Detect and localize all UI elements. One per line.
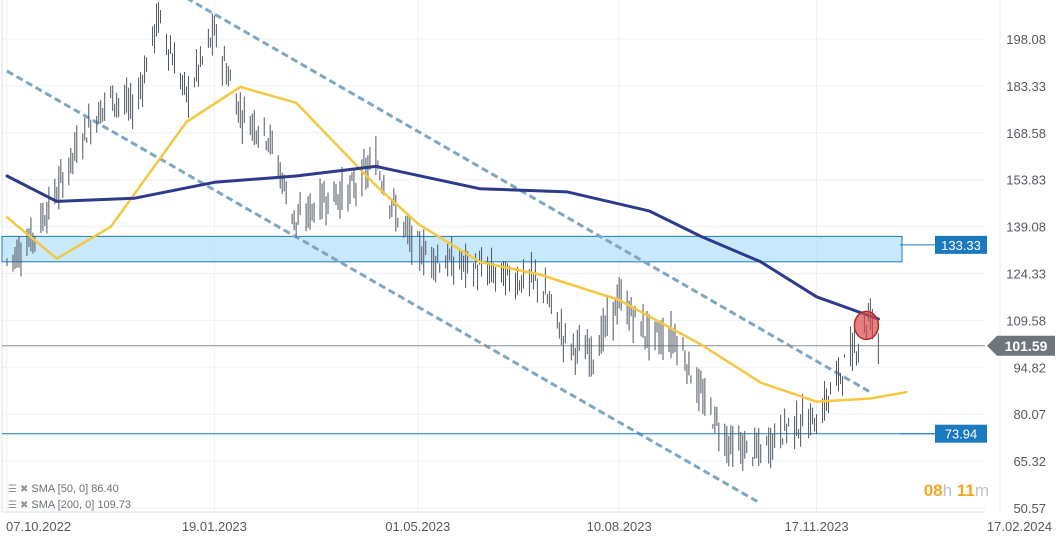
countdown-minutes: 11 [956, 481, 975, 500]
moving-averages [5, 85, 908, 403]
y-tick-label: 50.57 [1013, 501, 1046, 516]
list-icon[interactable]: ☰ [8, 483, 17, 495]
y-tick-label: 80.07 [1013, 407, 1046, 422]
y-tick-label: 168.58 [1006, 126, 1046, 141]
legend-sma200-value: 109.73 [97, 499, 131, 511]
countdown-hours-unit: h [942, 481, 953, 500]
y-tick-label: 124.33 [1006, 266, 1046, 281]
close-icon[interactable]: ✖ [19, 483, 29, 495]
channel-lines [6, 0, 872, 505]
legend-sma200-label: SMA [200, 0] [31, 499, 95, 511]
level-tag-73-box [935, 424, 987, 443]
x-tick-label: 10.08.2023 [587, 519, 652, 534]
y-tick-label: 183.33 [1006, 79, 1046, 94]
legend-sma200[interactable]: ☰ ✖ SMA [200, 0] 109.73 [8, 499, 131, 511]
channel-line [187, 0, 872, 394]
highlight-marker [853, 310, 880, 341]
sma200-line [5, 164, 880, 321]
list-icon[interactable]: ☰ [8, 499, 17, 511]
y-tick-label: 198.08 [1006, 32, 1046, 47]
y-tick-label: 139.08 [1006, 220, 1046, 235]
y-tick-label: 153.83 [1006, 173, 1046, 188]
level-tag-133-box [935, 235, 987, 254]
highlight-ellipse [853, 310, 880, 341]
price-candles [6, 2, 879, 471]
legend-sma50[interactable]: ☰ ✖ SMA [50, 0] 86.40 [8, 483, 119, 495]
channel-line [6, 69, 762, 505]
x-tick-label: 17.02.2024 [987, 519, 1052, 534]
x-tick-label: 19.01.2023 [182, 519, 247, 534]
last-price-tag [987, 335, 1055, 356]
legend-sma50-label: SMA [50, 0] [31, 483, 89, 495]
countdown-hours: 08 [923, 481, 943, 500]
legend-sma50-value: 86.40 [91, 483, 119, 495]
x-axis: 07.10.2022 19.01.2023 01.05.2023 10.08.2023… [6, 519, 1052, 534]
sma50-line [5, 85, 908, 403]
level-tag-73-text: 73.94 [945, 427, 978, 442]
last-price-text: 101.59 [1005, 338, 1048, 354]
x-tick-label: 01.05.2023 [385, 519, 450, 534]
countdown-timer: 08h 11m [924, 481, 989, 501]
countdown-minutes-unit: m [974, 481, 989, 500]
y-axis: 198.08 183.33 168.58 153.83 139.08 124.33 109.… [1006, 32, 1046, 516]
x-tick-label: 17.11.2023 [784, 519, 848, 534]
x-tick-label: 07.10.2022 [6, 519, 71, 534]
horizontal-levels [2, 345, 985, 435]
y-tick-label: 109.58 [1006, 313, 1046, 328]
y-tick-label: 94.82 [1013, 360, 1046, 375]
close-icon[interactable]: ✖ [19, 499, 29, 511]
y-tick-label: 65.32 [1013, 454, 1046, 469]
level-tags: 133.33 73.94 101.59 [900, 235, 1055, 443]
level-tag-133-text: 133.33 [941, 238, 981, 253]
